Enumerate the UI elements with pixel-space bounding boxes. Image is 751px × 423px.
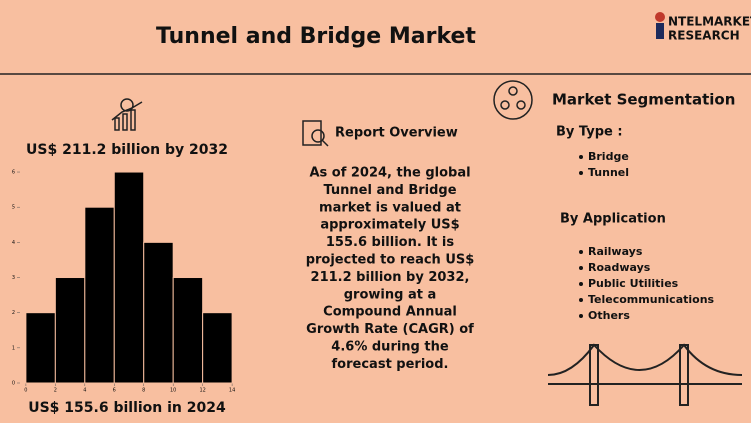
bar — [25, 312, 56, 384]
segment-icon — [493, 80, 533, 120]
group-item: Railways — [588, 245, 643, 258]
bullet — [579, 155, 583, 159]
x-tick-label: 8 — [142, 388, 145, 394]
group-item: Roadways — [588, 261, 651, 274]
logo-icon — [656, 23, 664, 39]
report-line: 155.6 billion. It is — [326, 235, 454, 250]
logo-icon — [655, 12, 665, 22]
x-tick-label: 10 — [170, 388, 176, 394]
report-line: 4.6% during the — [331, 340, 449, 355]
report-icon — [302, 120, 329, 147]
y-tick-label: 5 — [12, 205, 15, 211]
group-title: By Type : — [556, 125, 623, 140]
report-line: Compound Annual — [323, 305, 457, 320]
page-title: Tunnel and Bridge Market — [156, 24, 476, 49]
logo-text: NTELMARKET — [668, 15, 751, 29]
report-line: market is valued at — [319, 200, 461, 215]
bullet — [579, 314, 583, 318]
bar — [113, 171, 145, 384]
y-tick-label: 0 — [12, 381, 15, 387]
bar — [54, 277, 86, 384]
group-item: Telecommunications — [588, 293, 715, 306]
report-line: Tunnel and Bridge — [323, 183, 456, 198]
y-tick-label: 2 — [12, 310, 15, 316]
y-tick-label: 1 — [12, 345, 15, 351]
logo: NTELMARKET RESEARCH — [655, 12, 751, 43]
bullet — [579, 298, 583, 302]
report-line: approximately US$ — [320, 218, 459, 233]
report-line: 211.2 billion by 2032, — [311, 270, 470, 285]
y-tick-label: 6 — [12, 170, 15, 176]
group-item: Others — [588, 309, 630, 322]
report-line: projected to reach US$ — [306, 253, 475, 268]
x-tick-label: 0 — [24, 388, 27, 394]
bullet — [579, 250, 583, 254]
report-line: Growth Rate (CAGR) of — [306, 322, 474, 337]
bullet — [579, 171, 583, 175]
group-item: Bridge — [588, 150, 629, 163]
forecast-bottom: US$ 155.6 billion in 2024 — [28, 400, 226, 416]
y-tick-label: 3 — [12, 275, 15, 281]
x-tick-label: 6 — [113, 388, 116, 394]
x-tick-label: 12 — [199, 388, 205, 394]
report-line: growing at a — [344, 287, 437, 302]
x-tick-label: 4 — [83, 388, 86, 394]
group-item: Tunnel — [588, 166, 629, 179]
x-tick-label: 14 — [229, 388, 235, 394]
y-tick-label: 4 — [12, 240, 15, 246]
bar — [202, 312, 233, 384]
bar — [84, 206, 115, 384]
segmentation-title: Market Segmentation — [552, 91, 735, 109]
bullet — [579, 266, 583, 270]
group-item: Public Utilities — [588, 277, 679, 290]
report-line: forecast period. — [332, 357, 449, 372]
group-title: By Application — [560, 212, 666, 227]
bar — [172, 277, 204, 384]
logo-text: RESEARCH — [668, 29, 740, 43]
bar — [143, 241, 174, 384]
report-line: As of 2024, the global — [309, 166, 470, 181]
report-title: Report Overview — [335, 126, 458, 141]
money-icon — [111, 98, 143, 131]
bullet — [579, 282, 583, 286]
x-tick-label: 2 — [54, 388, 57, 394]
bridge-illustration — [547, 343, 743, 406]
forecast-top: US$ 211.2 billion by 2032 — [26, 142, 228, 158]
